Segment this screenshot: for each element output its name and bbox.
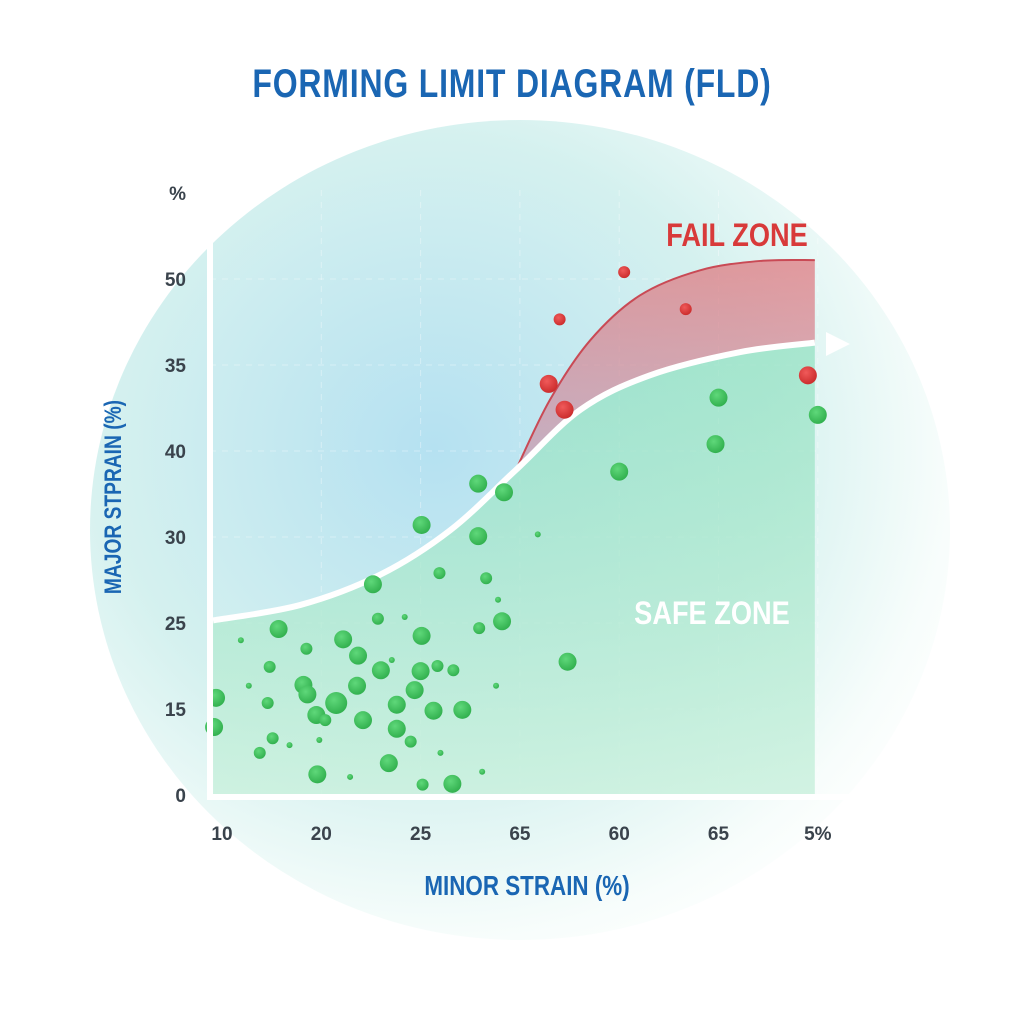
safe-data-point	[300, 642, 313, 655]
safe-data-point	[363, 575, 382, 594]
safe-data-point	[308, 765, 327, 784]
y-tick-label: 40	[165, 442, 186, 463]
safe-data-point	[411, 662, 430, 681]
safe-data-point	[480, 572, 493, 585]
y-tick-label: 35	[165, 356, 187, 377]
safe-data-point	[412, 515, 431, 534]
chart-title: FORMING LIMIT DIAGRAM (FLD)	[252, 62, 772, 106]
x-tick-label: 25	[410, 824, 432, 845]
safe-data-point	[709, 388, 728, 407]
safe-data-point	[319, 714, 332, 727]
y-tick-label: 50	[165, 270, 186, 291]
fail-data-point	[553, 313, 566, 326]
safe-data-point	[473, 622, 486, 635]
forming-limit-curve	[212, 339, 816, 624]
safe-data-point	[347, 773, 354, 780]
safe-data-point	[316, 736, 323, 743]
safe-data-point	[253, 746, 266, 759]
safe-data-point	[495, 596, 502, 603]
safe-data-point	[404, 735, 417, 748]
safe-data-point	[349, 646, 368, 665]
y-tick-label: 0	[175, 786, 186, 807]
x-tick-label: 20	[311, 824, 332, 845]
fail-zone-area	[515, 259, 815, 470]
fail-data-point	[798, 366, 817, 385]
x-axis	[207, 783, 886, 811]
safe-data-point	[387, 719, 406, 738]
safe-data-point	[453, 700, 472, 719]
safe-data-point	[354, 711, 373, 730]
safe-data-point	[379, 754, 398, 773]
y-tick-label: 15	[165, 700, 187, 721]
safe-data-point	[371, 612, 384, 625]
x-tick-label: 5%	[804, 824, 832, 845]
safe-data-point	[437, 749, 444, 756]
safe-data-point	[405, 681, 424, 700]
safe-data-point	[266, 732, 279, 745]
fail-data-point	[539, 374, 558, 393]
safe-data-point	[401, 613, 408, 620]
safe-data-point	[263, 660, 276, 673]
safe-data-point	[261, 696, 274, 709]
safe-data-point	[706, 435, 725, 454]
safe-data-point	[424, 701, 443, 720]
safe-data-point	[388, 656, 395, 663]
fail-data-point	[679, 303, 692, 316]
safe-data-point	[334, 630, 353, 649]
safe-zone-area	[213, 342, 815, 795]
y-axis	[196, 166, 224, 800]
safe-data-point	[286, 742, 293, 749]
x-axis-label: MINOR STRAIN (%)	[424, 870, 630, 901]
safe-data-point	[412, 626, 431, 645]
safe-data-point	[534, 531, 541, 538]
safe-data-point	[479, 768, 486, 775]
safe-data-point	[237, 637, 244, 644]
curve-arrowhead	[826, 332, 850, 356]
fail-data-point	[555, 400, 574, 419]
safe-zone-label: SAFE ZONE	[634, 596, 790, 632]
safe-data-point	[469, 527, 488, 546]
safe-data-point	[610, 462, 629, 481]
safe-data-point	[808, 405, 827, 424]
safe-data-point	[495, 483, 514, 502]
x-tick-label: 65	[509, 824, 531, 845]
safe-data-point	[493, 682, 500, 689]
safe-data-point	[416, 778, 429, 791]
safe-data-point	[431, 660, 444, 672]
safe-data-point	[433, 567, 446, 580]
safe-data-point	[298, 685, 317, 704]
safe-data-point	[348, 676, 367, 695]
x-tick-label: 10	[211, 824, 232, 845]
fail-data-point	[618, 266, 631, 279]
y-tick-label: %	[169, 184, 186, 205]
safe-data-point	[269, 620, 288, 639]
x-tick-label: 65	[708, 824, 730, 845]
safe-data-point	[443, 774, 462, 793]
safe-data-point	[371, 661, 390, 680]
safe-data-point	[245, 682, 252, 689]
y-tick-label: 30	[165, 528, 186, 549]
safe-data-point	[325, 691, 348, 714]
safe-data-point	[469, 474, 488, 493]
y-tick-label: 25	[165, 614, 187, 635]
fail-upper-curve	[515, 258, 815, 471]
safe-data-point	[558, 652, 577, 671]
safe-data-point	[493, 612, 512, 631]
safe-data-point	[447, 664, 460, 677]
fail-zone-label: FAIL ZONE	[666, 218, 808, 254]
x-tick-label: 60	[609, 824, 630, 845]
safe-data-point	[387, 695, 406, 714]
